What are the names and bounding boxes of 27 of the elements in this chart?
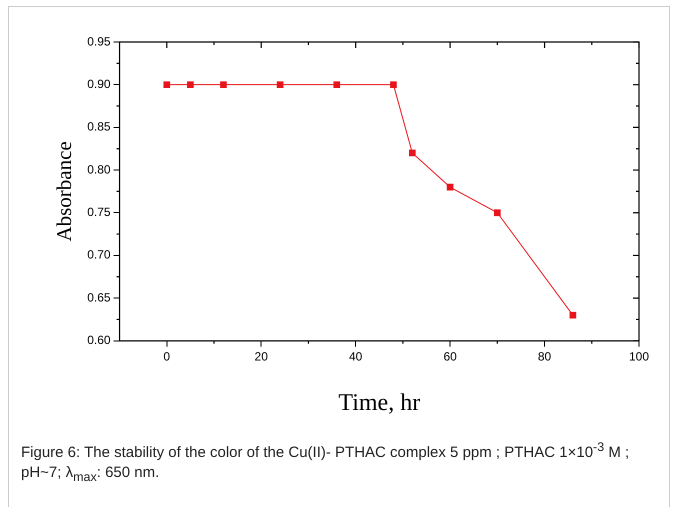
- text: Figure 6: The stability of the color of the Cu(II)- PTHAC complex 5 ppm ; PTHAC 1×10$^{-3}$ M ; pH~7; λ$_{max}$: 650 nm.: [21, 440, 630, 484]
- point: [494, 209, 501, 216]
- y-tick-label: 0.75: [87, 205, 111, 220]
- x-tick-label: 0: [163, 349, 170, 364]
- y-tick-label: 0.60: [87, 333, 111, 348]
- point: [390, 81, 397, 88]
- point: [570, 312, 576, 319]
- x-tick-label: 60: [443, 349, 458, 364]
- point: [220, 81, 227, 88]
- x-tick-label: 20: [254, 349, 268, 364]
- point: [276, 81, 284, 88]
- y-tick-label: 0.80: [87, 162, 111, 176]
- point: [409, 150, 416, 156]
- x-axis-title: Time, hr: [338, 390, 420, 416]
- point: [187, 81, 194, 88]
- y-axis-title: Absorbance: [52, 141, 76, 242]
- x-tick-label: 80: [538, 349, 552, 364]
- point: [446, 184, 454, 190]
- point: [163, 81, 170, 88]
- y-tick-label: 0.90: [87, 77, 111, 91]
- x-tick-label: 100: [628, 349, 650, 364]
- y-tick-label: 0.65: [87, 290, 111, 304]
- y-tick-label: 0.85: [87, 120, 111, 134]
- x-tick-label: 40: [348, 349, 363, 364]
- point: [333, 81, 340, 88]
- y-tick-label: 0.95: [87, 34, 111, 48]
- y-tick-label: 0.70: [87, 248, 111, 262]
